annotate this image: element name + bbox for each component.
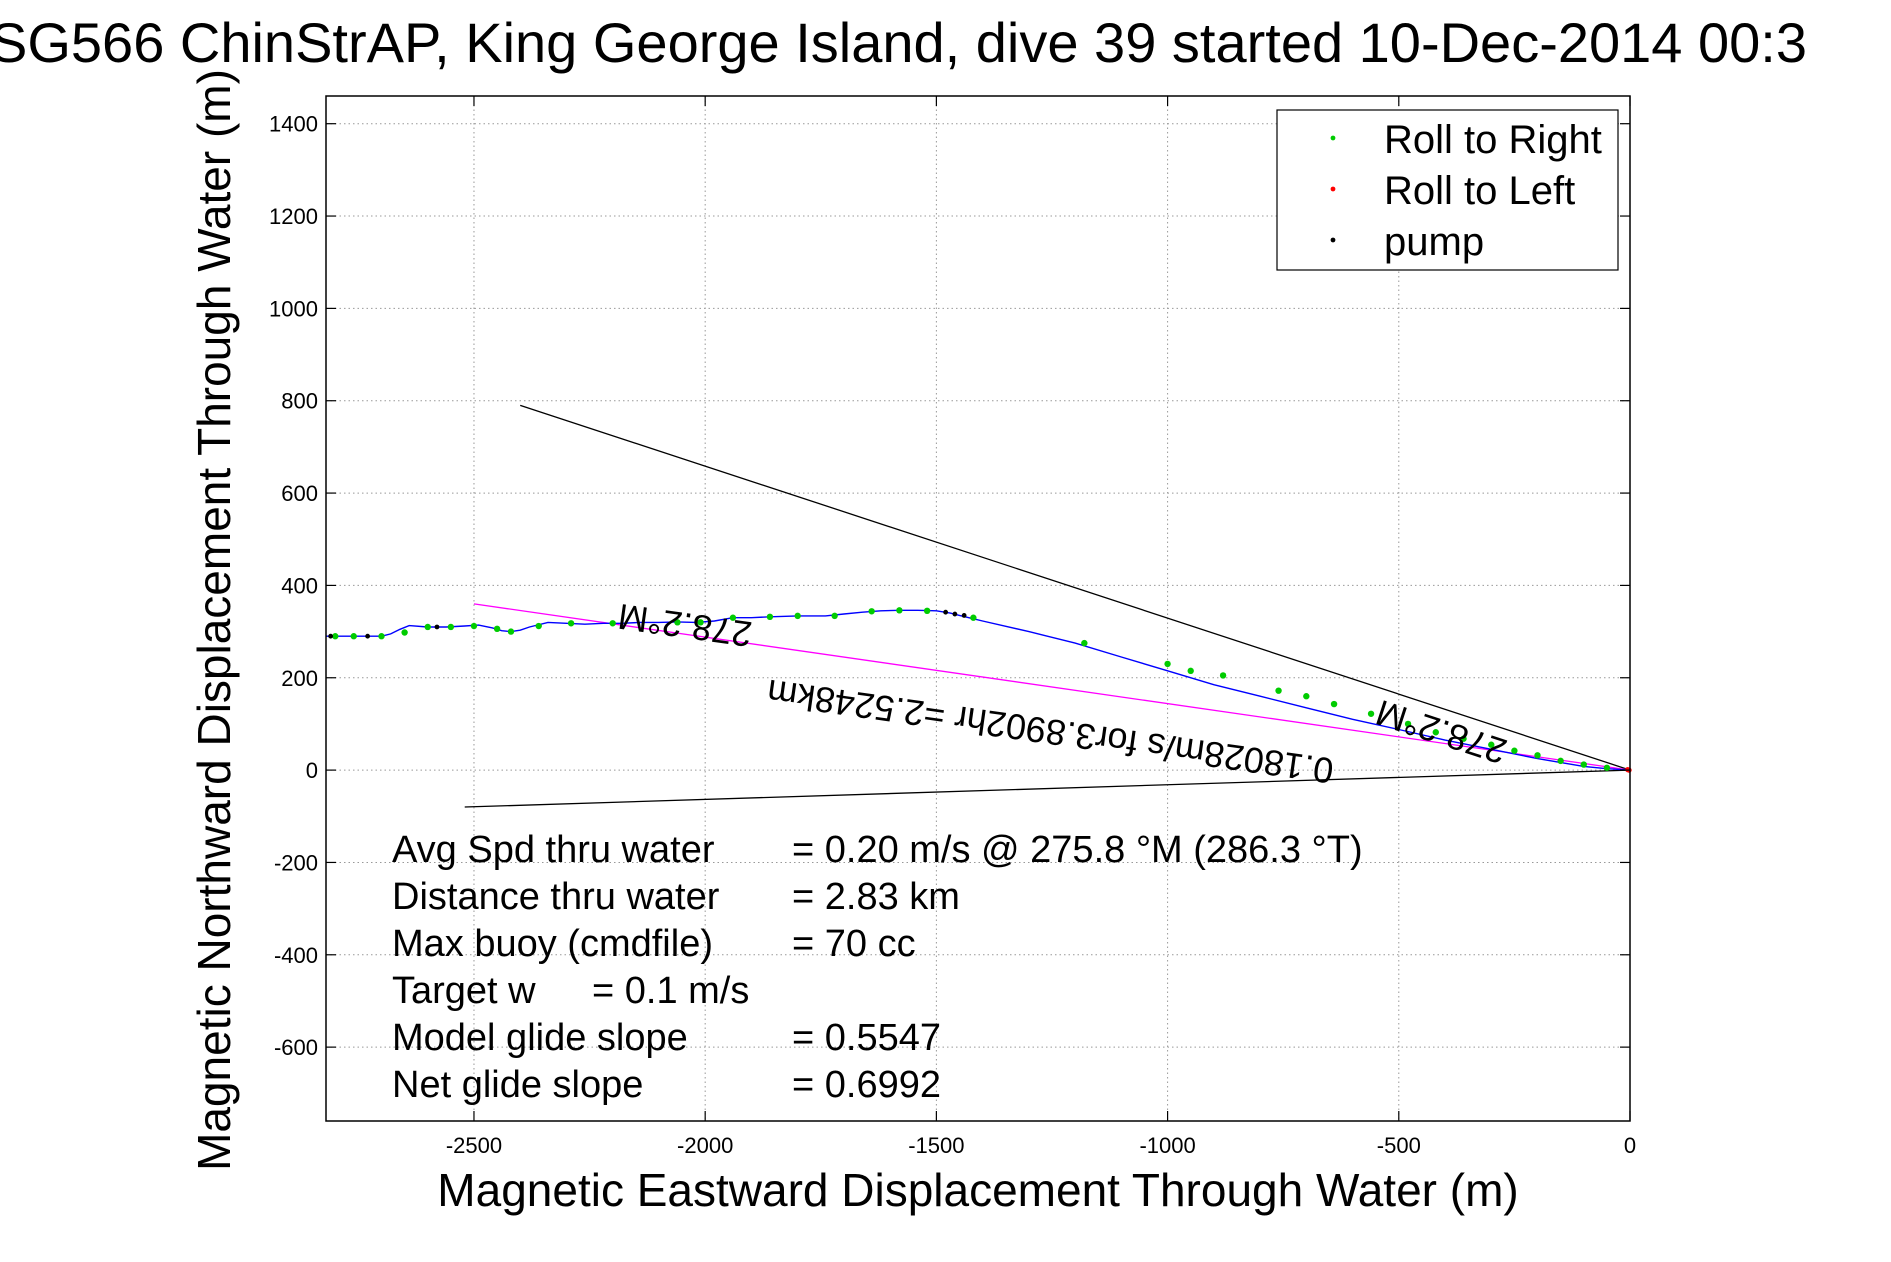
- roll-right-point: [609, 620, 616, 627]
- legend-label: Roll to Left: [1384, 169, 1575, 213]
- axis-ticks: -2500 -2000 -1500 -1000 -500 0140012001000800…: [269, 96, 1636, 1158]
- roll-right-point: [697, 619, 704, 626]
- roll-right-point: [729, 614, 737, 621]
- reference-line-upper: [520, 404, 1631, 771]
- roll-right-point: [1580, 761, 1587, 768]
- roll-right-point: [1275, 687, 1282, 694]
- y-tick-label: 800: [281, 389, 318, 414]
- roll-right-point: [1488, 741, 1495, 748]
- roll-right-point: [1603, 764, 1611, 771]
- track-line: [326, 609, 1631, 771]
- y-tick-label: 1000: [269, 296, 318, 321]
- y-axis-label: Magnetic Northward Displacement Through …: [188, 69, 240, 1171]
- roll-right-point: [1511, 747, 1518, 754]
- roll-right-point: [1219, 672, 1227, 679]
- stat-value: = 70 cc: [792, 923, 916, 965]
- roll-right-point: [401, 629, 408, 636]
- roll-right-point: [923, 607, 931, 615]
- roll-right-point: [1330, 700, 1338, 708]
- roll-right-point: [1534, 752, 1541, 759]
- stat-value: = 0.1 m/s: [592, 970, 749, 1012]
- pump-point: [434, 624, 440, 630]
- roll-right-point: [1557, 757, 1564, 765]
- roll-right-point: [868, 608, 875, 615]
- x-tick-label: -2500: [446, 1133, 502, 1158]
- stat-label: Net glide slope: [392, 1064, 643, 1106]
- pump-point: [365, 633, 371, 639]
- track-series: [326, 609, 1631, 771]
- roll-right-point: [470, 622, 478, 630]
- legend-marker: [1330, 237, 1336, 243]
- roll-right-point: [970, 614, 977, 621]
- pump-point: [328, 633, 334, 639]
- legend-label: Roll to Right: [1384, 118, 1602, 162]
- roll-right-point: [794, 612, 801, 620]
- chart-title: SG566 ChinStrAP, King George Island, div…: [0, 11, 1807, 74]
- y-tick-label: 600: [281, 481, 318, 506]
- stat-label: Target w: [392, 970, 536, 1012]
- y-tick-label: 200: [281, 666, 318, 691]
- legend-marker: [1330, 186, 1336, 192]
- roll-right-point: [1404, 720, 1412, 728]
- roll-right-point: [766, 613, 774, 621]
- roll-right-point: [535, 622, 542, 630]
- y-tick-label: -200: [274, 850, 318, 875]
- stat-value: = 0.6992: [792, 1064, 941, 1106]
- x-tick-label: -2000: [677, 1133, 733, 1158]
- x-axis-label: Magnetic Eastward Displacement Through W…: [437, 1164, 1518, 1216]
- y-tick-label: -400: [274, 943, 318, 968]
- roll-right-point: [350, 633, 357, 640]
- x-tick-label: -1500: [908, 1133, 964, 1158]
- roll-right-point: [896, 607, 903, 614]
- y-tick-label: 400: [281, 573, 318, 598]
- roll-right-point: [567, 620, 575, 627]
- grid: [326, 96, 1631, 1121]
- stat-label: Distance thru water: [392, 876, 720, 918]
- stat-label: Avg Spd thru water: [392, 829, 715, 871]
- pump-point: [961, 613, 967, 618]
- markers: [328, 607, 1632, 773]
- roll-right-point: [493, 625, 501, 633]
- roll-right-point: [831, 612, 838, 620]
- stat-value: = 0.5547: [792, 1017, 941, 1059]
- roll-right-point: [332, 633, 339, 640]
- roll-right-point: [1432, 729, 1439, 736]
- legend-label: pump: [1384, 220, 1484, 264]
- roll-right-point: [674, 619, 681, 626]
- plot-frame: [325, 95, 1631, 1122]
- roll-right-point: [1303, 693, 1310, 700]
- pump-point: [943, 609, 949, 615]
- legend: Roll to Right Roll to Left pump: [1276, 109, 1619, 271]
- reference-line-net: [473, 603, 1631, 771]
- stat-label: Max buoy (cmdfile): [392, 923, 713, 965]
- y-tick-label: -600: [274, 1035, 318, 1060]
- roll-right-point: [424, 623, 431, 631]
- stat-label: Model glide slope: [392, 1017, 688, 1059]
- x-tick-label: -1000: [1139, 1133, 1195, 1158]
- pump-point: [952, 611, 958, 617]
- stat-value: = 2.83 km: [792, 876, 960, 918]
- y-tick-label: 1400: [269, 112, 318, 137]
- roll-right-point: [1081, 639, 1088, 647]
- y-tick-label: 1200: [269, 204, 318, 229]
- roll-right-point: [1367, 710, 1375, 717]
- roll-right-point: [1164, 660, 1171, 668]
- legend-marker: [1330, 135, 1336, 141]
- roll-right-point: [507, 628, 515, 635]
- roll-right-point: [447, 623, 455, 631]
- stat-value: = 0.20 m/s @ 275.8 °M (286.3 °T): [792, 829, 1363, 871]
- x-tick-label: 0: [1624, 1133, 1636, 1158]
- roll-right-point: [378, 633, 385, 640]
- reference-line-lower: [464, 769, 1631, 808]
- roll-right-point: [1187, 667, 1194, 675]
- stats-block: Avg Spd thru water = 0.20 m/s @ 275.8 °M …: [392, 829, 1363, 1106]
- roll-right-point: [1460, 735, 1467, 742]
- reference-lines: [464, 404, 1631, 808]
- x-tick-label: -500: [1377, 1133, 1421, 1158]
- y-tick-label: 0: [306, 758, 318, 783]
